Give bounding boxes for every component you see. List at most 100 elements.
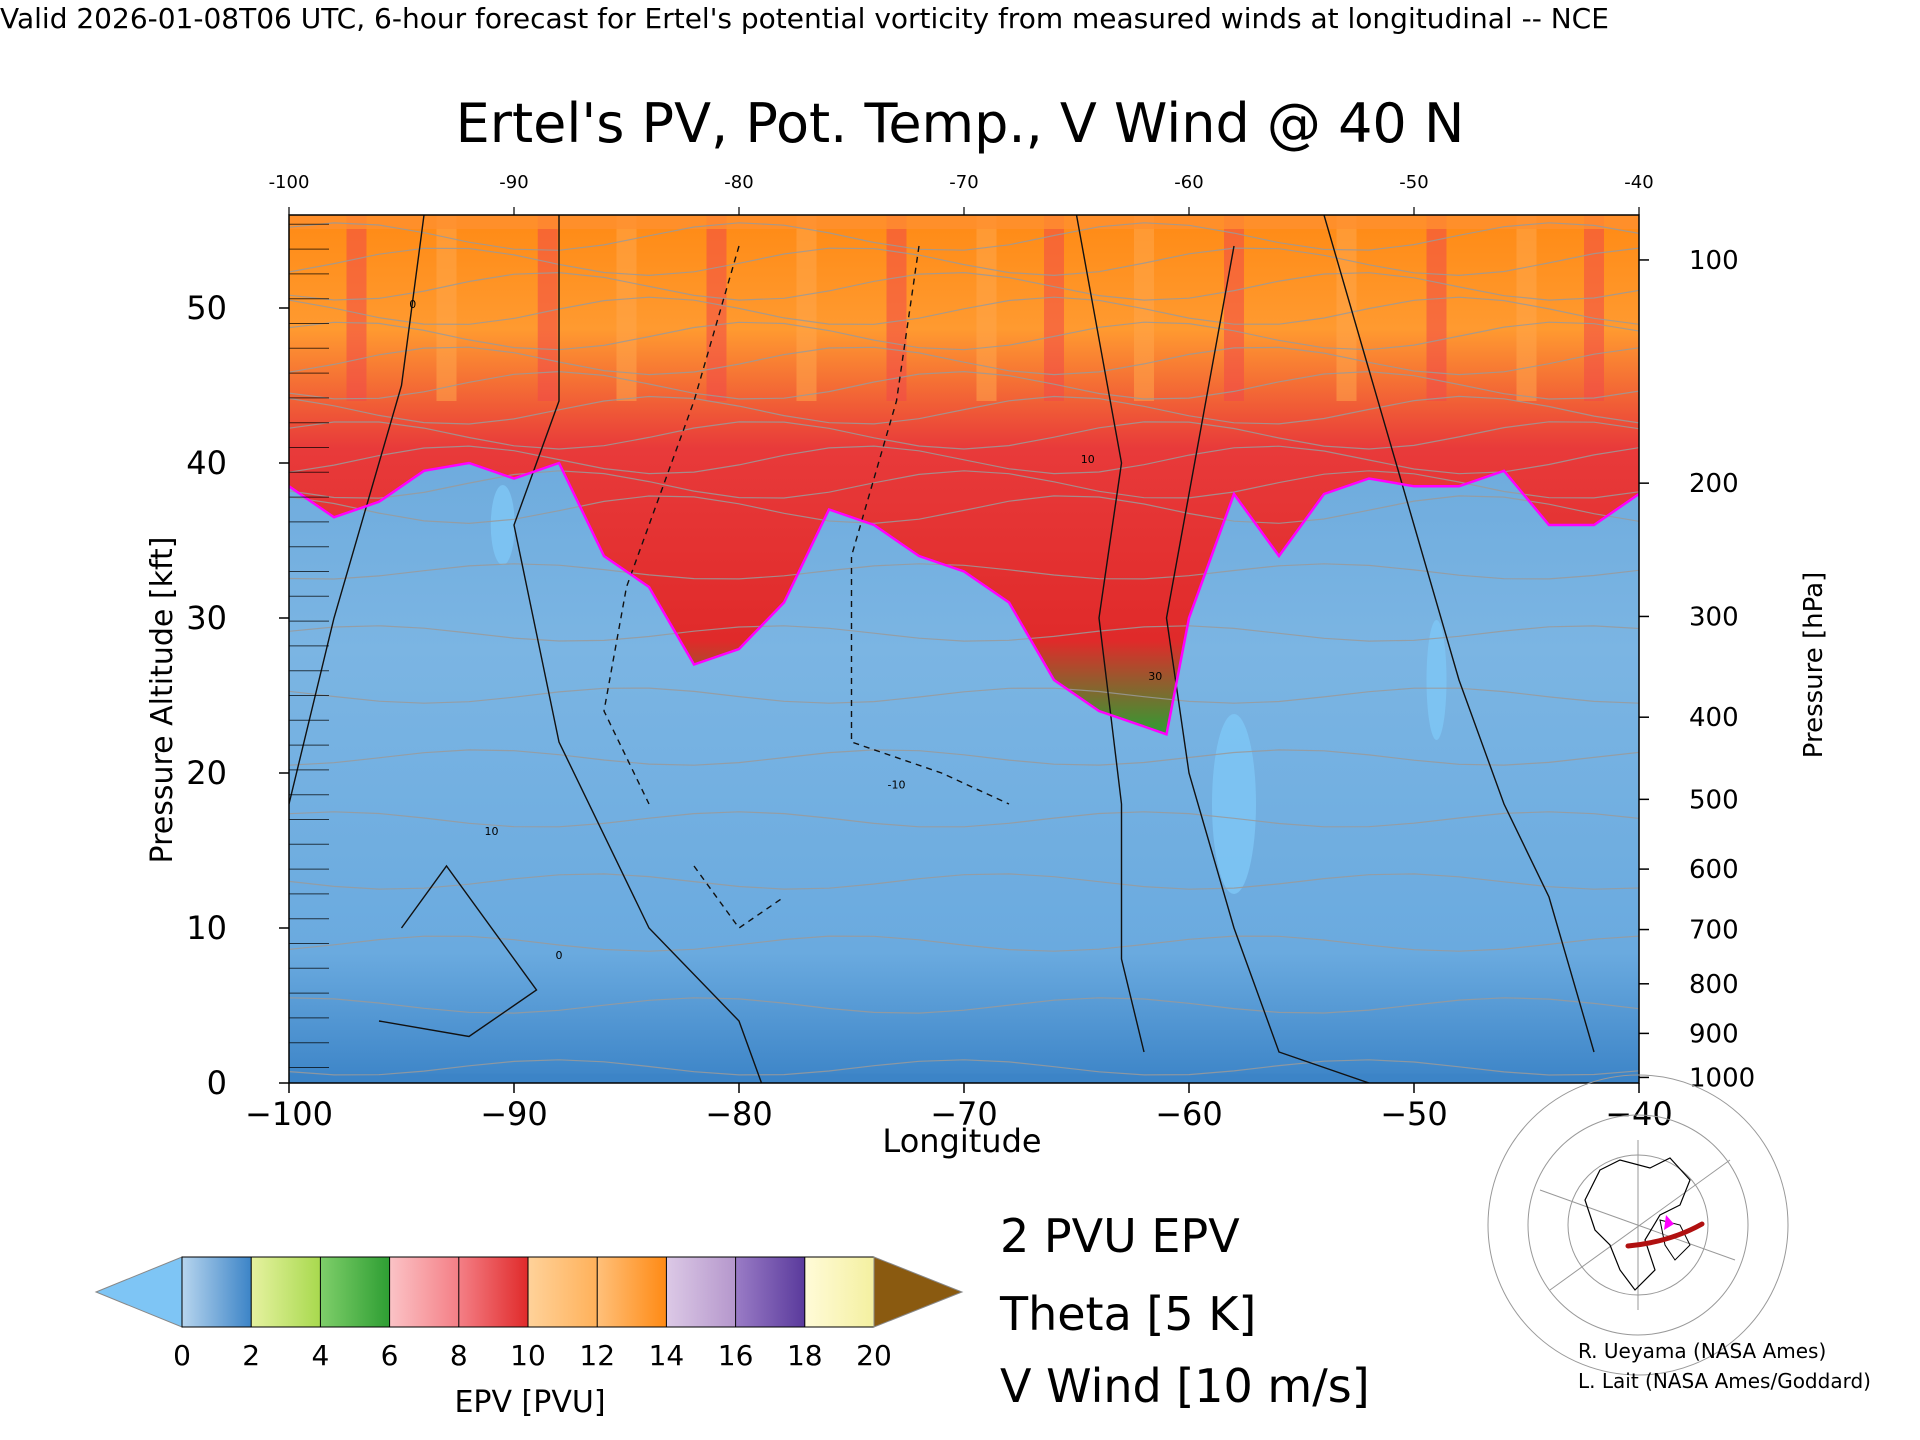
contour-label: 10 — [485, 825, 499, 838]
x-tick-label: −80 — [705, 1095, 773, 1133]
pressure-tick-label: 900 — [1689, 1019, 1739, 1049]
theta-contour — [289, 687, 1639, 704]
plot-area: 0 10 -10 30 10 0 — [289, 215, 1639, 1083]
colorbar-segment — [320, 1257, 390, 1327]
x-axis-label: Longitude — [882, 1122, 1041, 1160]
colorbar-tick-label: 16 — [718, 1339, 754, 1372]
theta-contour — [289, 421, 1639, 450]
x-tick-label: −70 — [930, 1095, 998, 1133]
locator-map — [1487, 1074, 1789, 1376]
x-top-tick-label: -50 — [1399, 172, 1428, 193]
colorbar-tick-label: 2 — [242, 1339, 260, 1372]
strat-streak — [976, 215, 997, 401]
v-wind-contour — [693, 865, 785, 929]
credit-line-1: R. Ueyama (NASA Ames) — [1578, 1339, 1826, 1363]
y-tick-label: 10 — [186, 909, 227, 947]
v-wind-contour — [850, 245, 1010, 805]
theta-contour — [289, 811, 1639, 828]
pressure-tick-label: 1000 — [1689, 1063, 1755, 1093]
valid-time-header: Valid 2026-01-08T06 UTC, 6-hour forecast… — [0, 2, 1609, 35]
v-wind-contours: 0 10 -10 30 10 0 — [289, 215, 1595, 1083]
colorbar-segment — [182, 1257, 252, 1327]
pressure-tick-label: 600 — [1689, 855, 1739, 885]
legend-theta: Theta [5 K] — [999, 1287, 1256, 1341]
theta-contour — [289, 296, 1639, 325]
pressure-tick-label: 400 — [1689, 703, 1739, 733]
legend-2pvu: 2 PVU EPV — [1000, 1209, 1240, 1263]
theta-contour — [289, 395, 1639, 425]
x-top-tick-label: -80 — [724, 172, 753, 193]
chart-title: Ertel's PV, Pot. Temp., V Wind @ 40 N — [456, 92, 1465, 155]
theta-contour — [289, 935, 1639, 952]
strat-streak — [436, 215, 457, 401]
contour-label: 0 — [556, 949, 563, 962]
colorbar-label: EPV [PVU] — [454, 1385, 605, 1420]
colorbar-segment — [804, 1257, 874, 1327]
y-tick-label: 30 — [186, 599, 227, 637]
theta-contour — [289, 247, 1639, 277]
theta-contour — [289, 346, 1639, 376]
contour-label: 0 — [409, 298, 416, 311]
pressure-tick-label: 100 — [1689, 246, 1739, 276]
theta-contour — [289, 625, 1639, 642]
surface-band — [289, 1073, 1639, 1083]
colorbar-tick-label: 8 — [450, 1339, 468, 1372]
colorbar-tick-label: 12 — [579, 1339, 615, 1372]
theta-contour — [289, 1059, 1639, 1076]
x-top-tick-label: -90 — [499, 172, 528, 193]
contour-label: 10 — [1081, 453, 1095, 466]
theta-contour — [289, 271, 1639, 301]
theta-contour — [289, 321, 1639, 351]
under-range-patch — [1212, 714, 1256, 894]
x-top-tick-label: -60 — [1174, 172, 1203, 193]
v-wind-contour — [289, 215, 425, 805]
colorbar-segment — [458, 1257, 528, 1327]
pressure-tick-label: 500 — [1689, 785, 1739, 815]
x-tick-label: −40 — [1605, 1095, 1673, 1133]
strat-streak — [1426, 215, 1447, 401]
contour-label: 30 — [1148, 670, 1162, 683]
y-tick-label: 0 — [207, 1064, 227, 1102]
v-wind-contour — [603, 245, 740, 805]
legend-v-wind: V Wind [10 m/s] — [1000, 1359, 1370, 1413]
colorbar-segment — [666, 1257, 736, 1327]
strat-streak — [706, 215, 727, 401]
pressure-tick-label: 200 — [1689, 469, 1739, 499]
contour-label: -10 — [888, 779, 906, 792]
colorbar-segment — [251, 1257, 321, 1327]
colorbar-tick-label: 20 — [856, 1339, 892, 1372]
strat-top-band — [289, 215, 1639, 229]
credit-line-2: L. Lait (NASA Ames/Goddard) — [1578, 1369, 1871, 1393]
y-axis-label: Pressure Altitude [kft] — [145, 537, 180, 864]
strat-streak — [616, 215, 637, 401]
theta-contours — [289, 222, 1639, 1076]
strat-streak — [1516, 215, 1537, 401]
strat-streak — [1044, 215, 1064, 401]
pressure-axis-label: Pressure [hPa] — [1799, 572, 1829, 759]
strat-streak — [346, 215, 367, 401]
strat-streak — [886, 215, 907, 401]
v-wind-contour — [1323, 215, 1595, 1053]
pressure-tick-label: 700 — [1689, 916, 1739, 946]
colorbar-tick-label: 14 — [649, 1339, 685, 1372]
strat-streak — [1224, 215, 1244, 401]
colorbar-tick-label: 4 — [311, 1339, 329, 1372]
x-tick-label: −50 — [1380, 1095, 1448, 1133]
pressure-tick-label: 300 — [1689, 602, 1739, 632]
colorbar-tick-label: 0 — [173, 1339, 191, 1372]
v-wind-contour — [378, 864, 538, 1038]
colorbar-tick-label: 6 — [381, 1339, 399, 1372]
v-wind-contour — [513, 215, 763, 1083]
x-tick-label: −60 — [1155, 1095, 1223, 1133]
pressure-tick-label: 800 — [1689, 970, 1739, 1000]
colorbar-tick-label: 10 — [510, 1339, 546, 1372]
v-wind-contour — [1165, 245, 1370, 1083]
x-top-tick-label: -40 — [1624, 172, 1653, 193]
axes: −100-100−90-90−80-80−70-70−60-60−50-50−4… — [186, 172, 1755, 1133]
theta-contour — [289, 470, 1639, 499]
colorbar-under-arrow — [94, 1256, 183, 1328]
theta-contour — [289, 997, 1639, 1014]
under-range-patch — [490, 485, 515, 565]
strat-streak — [796, 215, 817, 401]
